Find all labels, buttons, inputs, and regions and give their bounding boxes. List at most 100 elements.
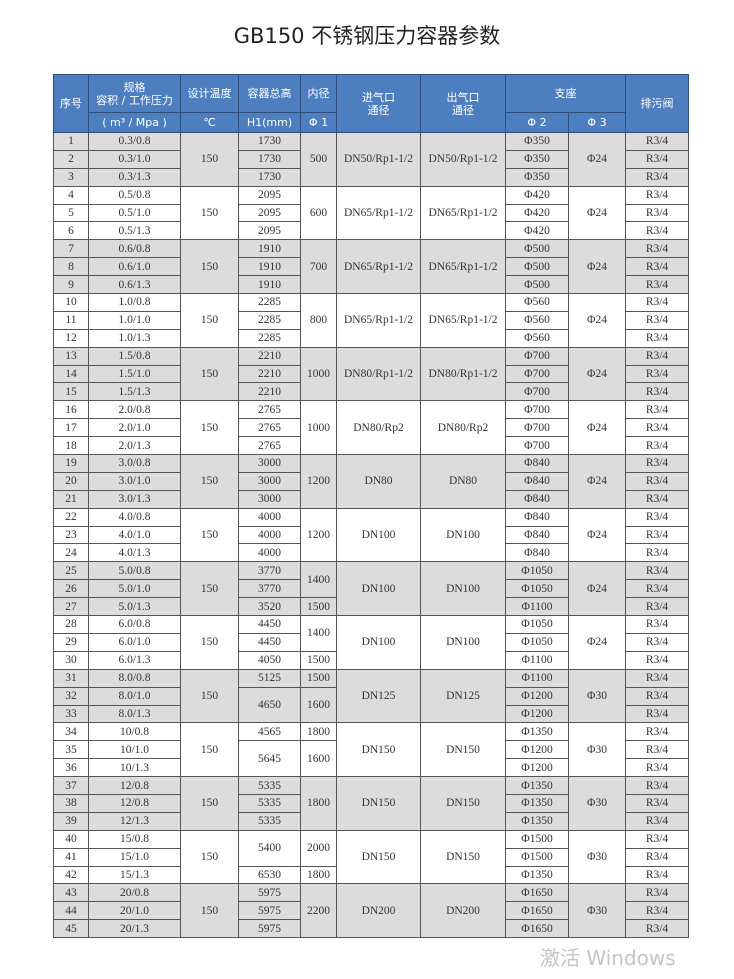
header-phi3: Φ 3 (568, 112, 626, 133)
cell-temp: 150 (180, 132, 239, 187)
cell-height: 2210 (238, 364, 301, 384)
cell-height: 5975 (238, 883, 301, 903)
cell-outlet: DN150 (420, 722, 506, 778)
cell-phi2: Φ1350 (505, 776, 569, 795)
cell-temp: 150 (180, 883, 239, 939)
cell-drain: R3/4 (625, 489, 689, 509)
cell-temp: 150 (180, 185, 239, 241)
cell-no: 4 (53, 185, 89, 205)
cell-inlet: DN65/Rp1-1/2 (336, 239, 421, 295)
table-row: 31 8.0/0.8 150 5125 1500 DN125 DN125 Φ1100 Φ30 R3… (53, 668, 689, 724)
table-row: 7 0.6/0.8 150 1910 700 DN65/Rp1-1/2 DN65/Rp1-1… (53, 239, 689, 295)
cell-outlet: DN100 (420, 615, 506, 670)
cell-phi2: Φ1350 (505, 722, 569, 742)
cell-drain: R3/4 (625, 132, 689, 151)
cell-height: 2095 (238, 185, 301, 205)
cell-height: 2095 (238, 203, 301, 223)
cell-drain: R3/4 (625, 740, 689, 760)
cell-temp: 150 (180, 722, 239, 778)
cell-phi2: Φ1200 (505, 704, 569, 724)
cell-no: 16 (53, 400, 89, 420)
cell-height: 2285 (238, 328, 301, 348)
cell-spec: 4.0/1.0 (88, 525, 181, 545)
cell-outlet: DN65/Rp1-1/2 (420, 239, 506, 295)
cell-phi3: Φ30 (568, 776, 626, 831)
cell-drain: R3/4 (625, 471, 689, 491)
cell-temp: 150 (180, 615, 239, 670)
cell-no: 3 (53, 167, 89, 187)
cell-inlet: DN150 (336, 722, 421, 778)
cell-no: 42 (53, 865, 89, 885)
cell-diameter: 700 (300, 239, 337, 295)
cell-diameter: 500 (300, 132, 337, 187)
cell-height: 6530 (238, 865, 301, 885)
cell-spec: 15/0.8 (88, 829, 181, 849)
cell-drain: R3/4 (625, 454, 689, 473)
cell-spec: 1.0/1.0 (88, 310, 181, 330)
cell-diameter: 1600 (300, 686, 337, 724)
table-row: 41 15/1.0 Φ1500 R3/4 (53, 847, 689, 867)
cell-spec: 4.0/0.8 (88, 507, 181, 527)
header-diameter: 内径 (300, 74, 337, 113)
cell-no: 38 (53, 793, 89, 813)
cell-spec: 10/0.8 (88, 722, 181, 742)
cell-phi2: Φ1100 (505, 650, 569, 670)
cell-phi3: Φ24 (568, 185, 626, 241)
cell-spec: 8.0/0.8 (88, 668, 181, 688)
cell-no: 25 (53, 561, 89, 581)
header-support: 支座 (505, 74, 626, 113)
cell-spec: 10/1.3 (88, 758, 181, 778)
header-height-unit: H1(mm) (238, 112, 301, 133)
cell-outlet: DN100 (420, 561, 506, 617)
cell-outlet: DN80/Rp2 (420, 400, 506, 456)
cell-height: 4450 (238, 632, 301, 652)
cell-inlet: DN100 (336, 561, 421, 617)
cell-phi2: Φ350 (505, 132, 569, 151)
cell-no: 8 (53, 257, 89, 277)
cell-diameter: 1000 (300, 346, 337, 402)
cell-phi2: Φ700 (505, 382, 569, 402)
cell-phi2: Φ1200 (505, 740, 569, 760)
cell-spec: 3.0/1.3 (88, 489, 181, 509)
cell-no: 15 (53, 382, 89, 402)
cell-phi2: Φ1650 (505, 919, 569, 939)
cell-no: 6 (53, 221, 89, 241)
table-row: 13 1.5/0.8 150 2210 1000 DN80/Rp1-1/2 DN80/Rp1… (53, 346, 689, 402)
cell-no: 28 (53, 615, 89, 634)
cell-height: 2095 (238, 221, 301, 241)
cell-no: 32 (53, 686, 89, 706)
cell-temp: 150 (180, 507, 239, 563)
cell-no: 44 (53, 901, 89, 921)
cell-no: 14 (53, 364, 89, 384)
cell-drain: R3/4 (625, 615, 689, 634)
table-row: 34 10/0.8 150 4565 1800 DN150 DN150 Φ1350 Φ30 R3/… (53, 722, 689, 778)
cell-height: 2210 (238, 382, 301, 402)
cell-phi2: Φ500 (505, 257, 569, 277)
cell-spec: 5.0/0.8 (88, 561, 181, 581)
cell-outlet: DN150 (420, 776, 506, 831)
cell-phi3: Φ24 (568, 507, 626, 563)
cell-spec: 5.0/1.0 (88, 579, 181, 599)
cell-no: 33 (53, 704, 89, 724)
cell-phi2: Φ700 (505, 400, 569, 420)
cell-phi2: Φ1350 (505, 811, 569, 831)
table-row: 24 4.0/1.3 4000 Φ840 R3/4 (53, 543, 689, 563)
header-diameter-unit: Φ 1 (300, 112, 337, 133)
cell-height: 4050 (238, 650, 301, 670)
cell-diameter: 1500 (300, 668, 337, 688)
cell-no: 22 (53, 507, 89, 527)
cell-diameter: 600 (300, 185, 337, 241)
cell-no: 24 (53, 543, 89, 563)
cell-spec: 0.6/1.0 (88, 257, 181, 277)
cell-phi2: Φ350 (505, 149, 569, 169)
cell-height: 5400 (238, 829, 301, 867)
table-row: 22 4.0/0.8 150 4000 1200 DN100 DN100 Φ840 Φ24 R3/… (53, 507, 689, 563)
cell-spec: 8.0/1.3 (88, 704, 181, 724)
cell-spec: 8.0/1.0 (88, 686, 181, 706)
cell-diameter: 1000 (300, 400, 337, 456)
header-outlet-line1: 出气口 (446, 90, 480, 104)
table-row: 10 1.0/0.8 150 2285 800 DN65/Rp1-1/2 DN65/Rp1-… (53, 293, 689, 348)
cell-temp: 150 (180, 561, 239, 617)
cell-phi2: Φ700 (505, 364, 569, 384)
cell-inlet: DN200 (336, 883, 421, 939)
